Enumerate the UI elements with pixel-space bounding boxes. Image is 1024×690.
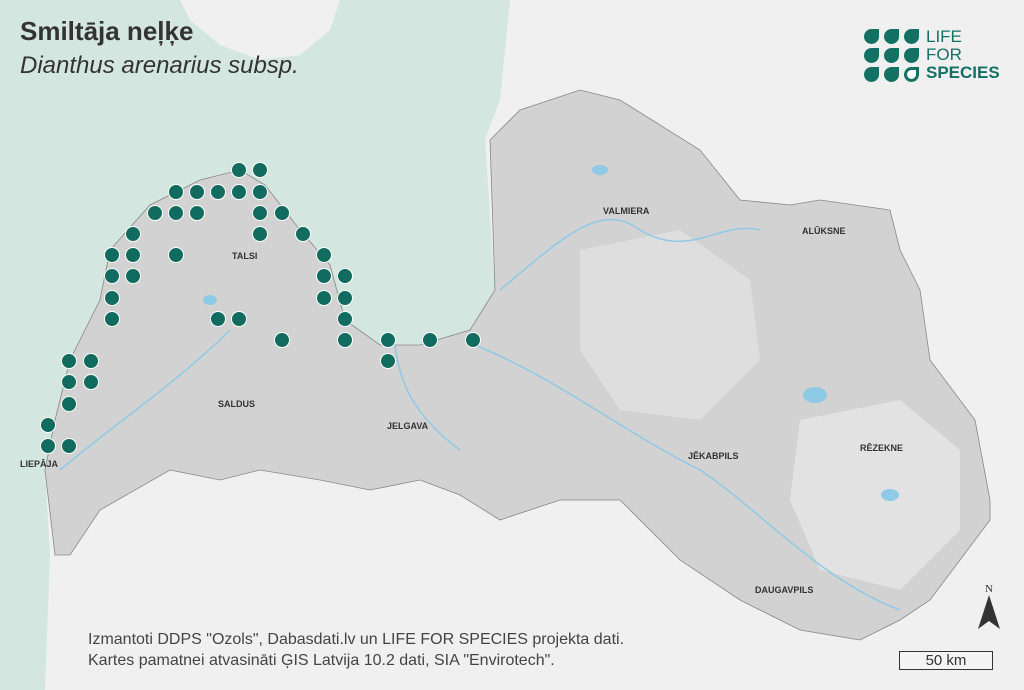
logo-line1: LIFE (926, 27, 962, 46)
city-liepaja: LIEPĀJA (20, 459, 59, 469)
occurrence-point (337, 332, 353, 348)
occurrence-point (465, 332, 481, 348)
daugava-river (474, 344, 901, 611)
occurrence-point (147, 205, 163, 221)
occurrence-point (274, 205, 290, 221)
lakes (203, 165, 899, 501)
lielupe-river (394, 344, 461, 451)
city-talsi: TALSI (232, 251, 257, 261)
occurrence-point (40, 417, 56, 433)
occurrence-point (104, 268, 120, 284)
attribution-line1: Izmantoti DDPS "Ozols", Dabasdati.lv un … (88, 631, 625, 648)
occurrence-point (422, 332, 438, 348)
occurrence-point (210, 311, 226, 327)
north-label: N (985, 583, 993, 595)
occurrence-point (252, 184, 268, 200)
occurrence-point (125, 268, 141, 284)
occurrence-point (337, 311, 353, 327)
lake-burtnieks (592, 165, 608, 175)
occurrence-point (252, 226, 268, 242)
life-for-species-logo: LIFE FOR SPECIES (864, 28, 1000, 82)
occurrence-point (189, 205, 205, 221)
occurrence-point (61, 374, 77, 390)
occurrence-point (316, 268, 332, 284)
occurrence-point (274, 332, 290, 348)
logo-line3: SPECIES (926, 63, 1000, 82)
occurrence-point (125, 247, 141, 263)
occurrence-point (231, 311, 247, 327)
occurrence-point (252, 162, 268, 178)
lake-usma (203, 295, 217, 305)
occurrence-point (295, 226, 311, 242)
city-daugavpils: DAUGAVPILS (755, 585, 813, 595)
occurrence-point (168, 247, 184, 263)
occurrence-point (337, 290, 353, 306)
occurrence-point (380, 332, 396, 348)
occurrence-points (40, 162, 481, 454)
occurrence-point (231, 162, 247, 178)
occurrence-point (83, 353, 99, 369)
eastern-lowland (580, 230, 760, 420)
saaremaa-island (180, 0, 340, 60)
occurrence-point (189, 184, 205, 200)
occurrence-point (104, 247, 120, 263)
occurrence-point (61, 353, 77, 369)
city-valmiera: VALMIERA (603, 206, 650, 216)
occurrence-point (210, 184, 226, 200)
occurrence-point (231, 184, 247, 200)
lake-lubans (803, 387, 827, 403)
sea (0, 0, 510, 690)
map-title: Smiltāja neļķe (20, 16, 194, 46)
city-saldus: SALDUS (218, 399, 255, 409)
occurrence-point (40, 438, 56, 454)
occurrence-point (337, 268, 353, 284)
city-jelgava: JELGAVA (387, 421, 429, 431)
attribution: Izmantoti DDPS "Ozols", Dabasdati.lv un … (88, 629, 624, 671)
city-jekabpils: JĒKABPILS (688, 451, 739, 461)
city-labels: TALSI VALMIERA ALŪKSNE SALDUS JELGAVA JĒ… (20, 206, 903, 595)
map-subtitle: Dianthus arenarius subsp. (20, 52, 299, 79)
occurrence-point (104, 311, 120, 327)
scale-bar: 50 km (899, 651, 993, 670)
rivers (59, 219, 901, 611)
occurrence-point (83, 374, 99, 390)
occurrence-point (252, 205, 268, 221)
logo-drops-icon (864, 28, 920, 82)
latgale-upland (790, 400, 960, 590)
occurrence-point (125, 226, 141, 242)
occurrence-point (104, 290, 120, 306)
occurrence-point (316, 290, 332, 306)
attribution-line2: Kartes pamatnei atvasināti ĢIS Latvija 1… (88, 652, 555, 669)
occurrence-point (61, 396, 77, 412)
venta-river (59, 329, 231, 471)
north-arrow-icon (978, 595, 1000, 629)
occurrence-point (168, 184, 184, 200)
city-aluksne: ALŪKSNE (802, 226, 846, 236)
logo-line2: FOR (926, 45, 962, 64)
lake-razna (881, 489, 899, 501)
occurrence-point (316, 247, 332, 263)
gauja-river (499, 219, 761, 291)
city-rezekne: RĒZEKNE (860, 443, 903, 453)
occurrence-point (61, 438, 77, 454)
occurrence-point (380, 353, 396, 369)
north-arrow: N (978, 583, 1000, 634)
occurrence-point (168, 205, 184, 221)
